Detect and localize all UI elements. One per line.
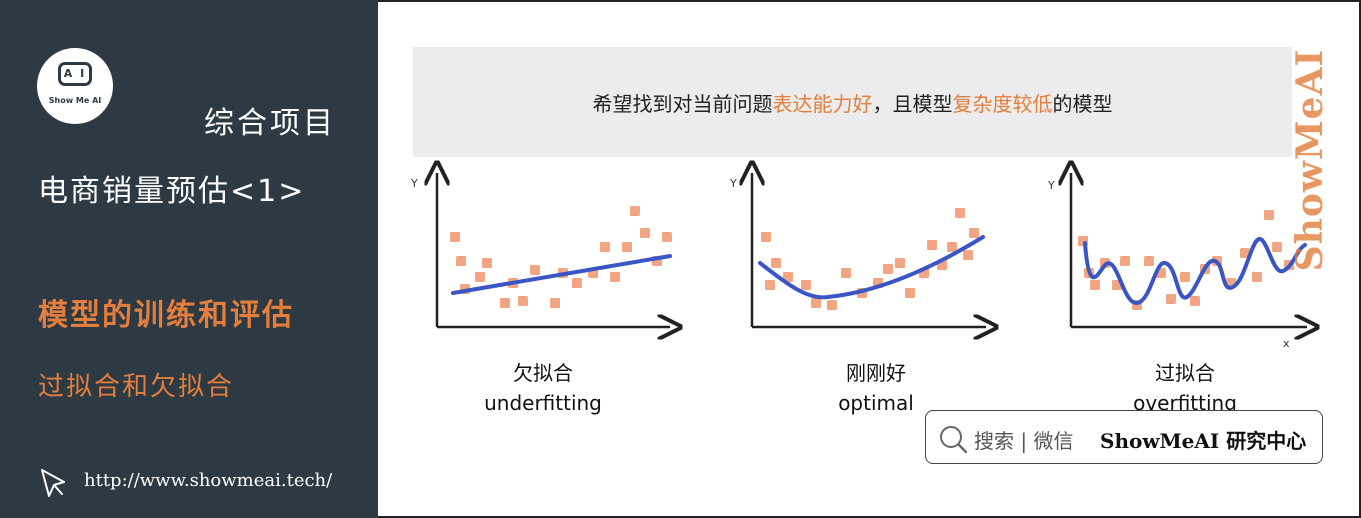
overfitting-svg: Y x xyxy=(1047,165,1315,350)
data-point xyxy=(530,265,540,275)
banner-text: 希望找到对当前问题表达能力好，且模型复杂度较低的模型 xyxy=(413,88,1292,117)
data-point xyxy=(1180,272,1190,282)
data-point xyxy=(662,232,672,242)
summary-banner: 希望找到对当前问题表达能力好，且模型复杂度较低的模型 xyxy=(413,47,1292,157)
caption-cn: 刚刚好 xyxy=(846,361,906,385)
search-brand-en: ShowMeAI xyxy=(1100,429,1220,453)
wechat-search-box[interactable]: 搜索 | 微信 ShowMeAI 研究中心 xyxy=(925,410,1323,464)
banner-highlight-2: 复杂度较低 xyxy=(952,92,1053,116)
data-point xyxy=(640,228,650,238)
optimal-caption: 刚刚好 optimal xyxy=(766,358,986,418)
y-axis-label: Y xyxy=(1047,179,1055,192)
optimal-svg: Y xyxy=(729,165,996,350)
data-point xyxy=(963,250,973,260)
data-point xyxy=(450,232,460,242)
fit-line xyxy=(451,254,672,295)
course-title: 电商销量预估<1> xyxy=(38,174,306,209)
caption-cn: 过拟合 xyxy=(1155,361,1215,385)
search-icon xyxy=(940,426,968,454)
showmeai-logo: A I Show Me AI xyxy=(37,48,113,124)
logo-text: Show Me AI xyxy=(48,96,102,105)
data-point xyxy=(969,228,979,238)
data-point xyxy=(500,298,510,308)
data-point xyxy=(761,232,771,242)
data-point xyxy=(895,258,905,268)
data-point xyxy=(841,268,851,278)
caption-en: optimal xyxy=(838,391,914,415)
data-point xyxy=(947,242,957,252)
banner-text-1: 希望找到对当前问题 xyxy=(592,92,773,116)
caption-en: underfitting xyxy=(484,391,602,415)
data-point xyxy=(572,278,582,288)
banner-text-3: 的模型 xyxy=(1052,92,1113,116)
data-point xyxy=(550,298,560,308)
watermark: ShowMeAI xyxy=(1289,40,1331,280)
data-point xyxy=(630,206,640,216)
section-title: 模型的训练和评估 xyxy=(38,298,294,333)
caption-cn: 欠拟合 xyxy=(513,361,573,385)
data-point xyxy=(482,258,492,268)
x-axis-label: x xyxy=(1283,337,1290,350)
robot-face-icon: A I xyxy=(58,62,92,86)
logo-eyes: A I xyxy=(63,67,87,80)
banner-text-2: ，且模型 xyxy=(872,92,953,116)
fit-curve xyxy=(1083,237,1307,305)
data-point xyxy=(927,240,937,250)
overfitting-plot: Y x xyxy=(1045,165,1315,350)
data-point xyxy=(1240,248,1250,258)
data-point xyxy=(827,300,837,310)
data-point xyxy=(610,272,620,282)
overfitting-caption: 过拟合 overfitting xyxy=(1075,358,1295,418)
y-axis-label: Y xyxy=(729,177,737,190)
y-axis-label: Y xyxy=(410,177,418,190)
website-link[interactable]: http://www.showmeai.tech/ xyxy=(84,470,333,491)
data-point xyxy=(600,242,610,252)
data-point xyxy=(1120,256,1130,266)
data-point xyxy=(883,264,893,274)
data-point xyxy=(456,256,466,266)
data-point xyxy=(622,242,632,252)
data-point xyxy=(1252,272,1262,282)
optimal-plot: Y xyxy=(728,165,996,350)
data-point xyxy=(1190,296,1200,306)
data-point xyxy=(1272,242,1282,252)
data-points xyxy=(1078,210,1294,310)
underfitting-svg: Y xyxy=(410,165,680,350)
data-point xyxy=(765,280,775,290)
data-points xyxy=(450,206,672,308)
data-point xyxy=(1144,256,1154,266)
data-point xyxy=(1166,294,1176,304)
underfitting-caption: 欠拟合 underfitting xyxy=(433,358,653,418)
project-label: 综合项目 xyxy=(204,106,336,141)
cursor-click-icon xyxy=(41,469,65,497)
data-point xyxy=(811,298,821,308)
data-point xyxy=(783,272,793,282)
data-point xyxy=(955,208,965,218)
data-point xyxy=(1264,210,1274,220)
sidebar: A I Show Me AI 综合项目 电商销量预估<1> 模型的训练和评估 过… xyxy=(0,0,378,518)
data-point xyxy=(518,296,528,306)
data-point xyxy=(475,272,485,282)
watermark-text: ShowMeAI xyxy=(1289,48,1331,272)
data-point xyxy=(801,280,811,290)
search-brand-cn: 研究中心 xyxy=(1219,429,1307,453)
underfitting-plot: Y xyxy=(405,165,680,350)
data-point xyxy=(905,288,915,298)
fit-curve xyxy=(758,235,985,300)
data-point xyxy=(1090,280,1100,290)
search-hint: 搜索 | 微信 xyxy=(974,429,1074,453)
search-brand: ShowMeAI 研究中心 xyxy=(1100,425,1306,454)
subsection-title: 过拟合和欠拟合 xyxy=(38,372,235,402)
data-point xyxy=(771,258,781,268)
banner-highlight-1: 表达能力好 xyxy=(772,92,873,116)
